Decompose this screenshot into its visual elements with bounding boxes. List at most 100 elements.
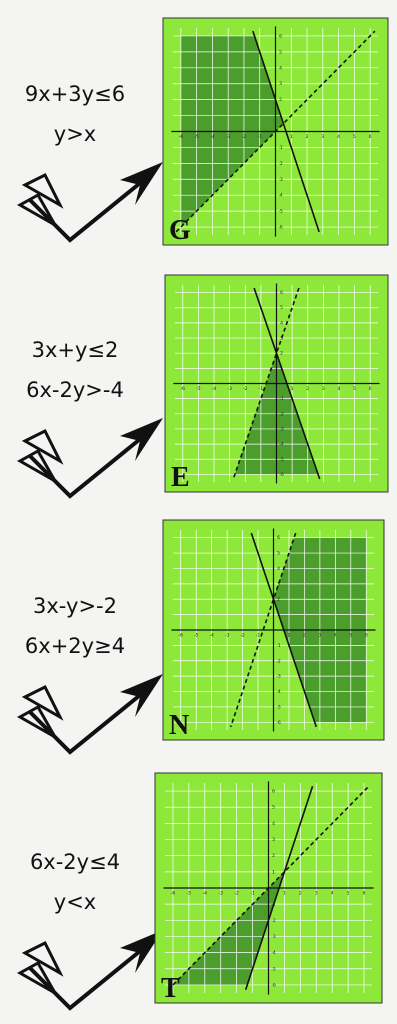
y-tick-label: 5 [280,305,283,311]
x-tick-label: 3 [321,134,324,140]
x-tick-label: -4 [203,891,208,897]
y-tick-label: 4 [279,65,282,71]
x-tick-label: 4 [338,386,341,392]
x-tick-label: 6 [369,386,372,392]
y-tick-label: -5 [271,966,276,972]
y-tick-label: -3 [276,674,281,680]
boundary-dashed [232,287,300,480]
answer-letter: T [161,973,180,1004]
x-tick-label: 4 [331,891,334,897]
inequality: 6x-2y>-4 [26,378,124,402]
y-tick-label: 6 [279,33,282,39]
x-tick-label: -6 [181,386,186,392]
arrow-head [120,930,163,973]
x-tick-label: -3 [226,134,231,140]
x-tick-label: 2 [306,386,309,392]
x-tick-label: -1 [250,891,255,897]
y-tick-label: 4 [272,821,275,827]
x-tick-label: -4 [210,134,215,140]
boundary-solid [244,785,314,991]
y-tick-label: -6 [278,225,283,231]
x-tick-label: 3 [315,891,318,897]
y-tick-label: -2 [271,918,276,924]
graph: -6-6-5-5-4-4-3-3-2-2-1-1112233445566N [162,519,385,741]
y-tick-label: 4 [280,320,283,326]
y-tick-label: 5 [279,49,282,55]
y-tick-label: -4 [271,950,276,956]
y-tick-label: -2 [278,161,283,167]
x-tick-label: -4 [209,633,214,639]
y-tick-label: -5 [276,704,281,710]
graph: -6-6-5-5-4-4-3-3-2-2-1-1112233445566G [162,17,389,246]
x-tick-label: -3 [227,386,232,392]
x-tick-label: -3 [218,891,223,897]
x-tick-label: -5 [196,386,201,392]
x-tick-label: 1 [288,633,291,639]
x-tick-label: 1 [291,386,294,392]
x-tick-label: 2 [303,633,306,639]
boundary-dashed [175,30,376,233]
y-tick-label: -4 [278,193,283,199]
inequality: 3x+y≤2 [32,338,119,362]
inequality: 6x+2y≥4 [25,634,125,658]
y-tick-label: -5 [279,457,284,463]
y-tick-label: -3 [279,426,284,432]
y-tick-label: -6 [279,472,284,478]
y-tick-label: 1 [272,869,275,875]
x-tick-label: -1 [257,134,262,140]
y-tick-label: -2 [276,658,281,664]
arrow-shaft [28,429,152,499]
y-tick-label: -4 [279,442,284,448]
x-tick-label: 5 [349,633,352,639]
x-tick-label: 3 [322,386,325,392]
x-tick-label: 5 [347,891,350,897]
x-tick-label: 6 [365,633,368,639]
x-tick-label: 4 [337,134,340,140]
arrow-fletch [16,940,64,998]
y-tick-label: 2 [279,97,282,103]
y-tick-label: -3 [278,177,283,183]
y-tick-label: 6 [280,290,283,296]
y-tick-label: 6 [272,789,275,795]
y-tick-label: 2 [272,853,275,859]
arrow-head [120,418,163,461]
x-tick-label: 6 [369,134,372,140]
x-tick-label: -2 [243,386,248,392]
x-tick-label: -5 [194,633,199,639]
graph: -6-6-5-5-4-4-3-3-2-2-1-1112233445566E [164,274,389,493]
answer-letter: N [169,710,189,741]
y-tick-label: -6 [276,720,281,726]
y-tick-label: -3 [271,934,276,940]
y-tick-label: 3 [277,581,280,587]
y-tick-label: 6 [277,535,280,541]
y-tick-label: -5 [278,209,283,215]
inequality: y>x [54,122,96,146]
x-tick-label: 3 [318,633,321,639]
answer-letter: G [169,215,191,246]
x-tick-label: -2 [240,633,245,639]
boundary-solid [252,30,320,233]
inequality: 3x-y>-2 [33,594,117,618]
arrow-head [120,674,163,717]
x-tick-label: 5 [353,134,356,140]
y-tick-label: 3 [272,837,275,843]
inequality: y<x [54,890,96,914]
x-tick-label: -5 [187,891,192,897]
x-tick-label: -6 [171,891,176,897]
x-tick-label: 4 [334,633,337,639]
arrow-head [120,162,163,205]
x-tick-label: -2 [234,891,239,897]
arrow-shaft [28,173,152,243]
y-tick-label: -4 [276,689,281,695]
inequality: 6x-2y≤4 [30,850,120,874]
boundary-solid [253,287,321,480]
answer-letter: E [171,462,190,493]
y-tick-label: -2 [279,411,284,417]
x-tick-label: 5 [353,386,356,392]
y-tick-label: 2 [280,351,283,357]
y-tick-label: 3 [279,81,282,87]
arrow-fletch [16,684,64,742]
boundary-dashed [167,785,370,991]
